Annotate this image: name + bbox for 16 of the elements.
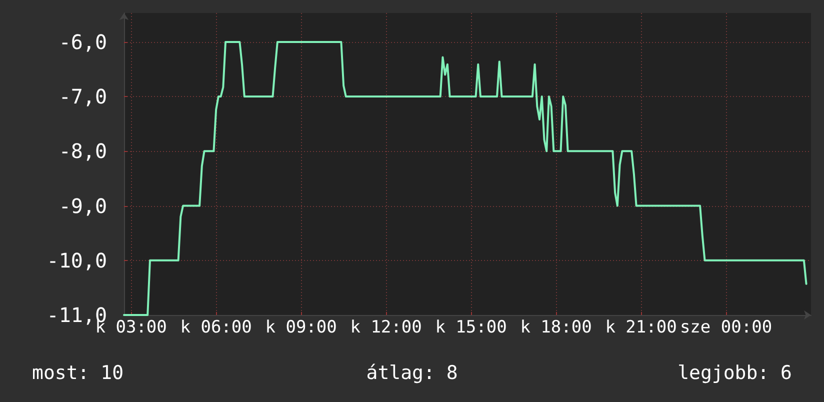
y-tick-label: -8,0 [58,139,107,164]
x-tick-label: k 18:00 [520,318,592,338]
x-tick-label: k 21:00 [605,318,677,338]
y-tick-label: -6,0 [58,30,107,54]
text: most: 10 [32,362,124,384]
x-tick-label: k 06:00 [180,318,252,338]
line-series [123,40,808,316]
text: átlag: 8 [366,362,458,384]
text: legjobb: 6 [678,362,792,384]
x-tick-label: k 09:00 [265,318,337,338]
y-tick-label: -7,0 [58,84,107,109]
x-tick-label: k 15:00 [435,318,507,338]
x-tick-label: k 12:00 [350,318,422,338]
x-tick-label: sze 00:00 [680,318,772,338]
y-tick-label: -10,0 [46,248,107,272]
y-tick-label: -9,0 [58,194,107,218]
